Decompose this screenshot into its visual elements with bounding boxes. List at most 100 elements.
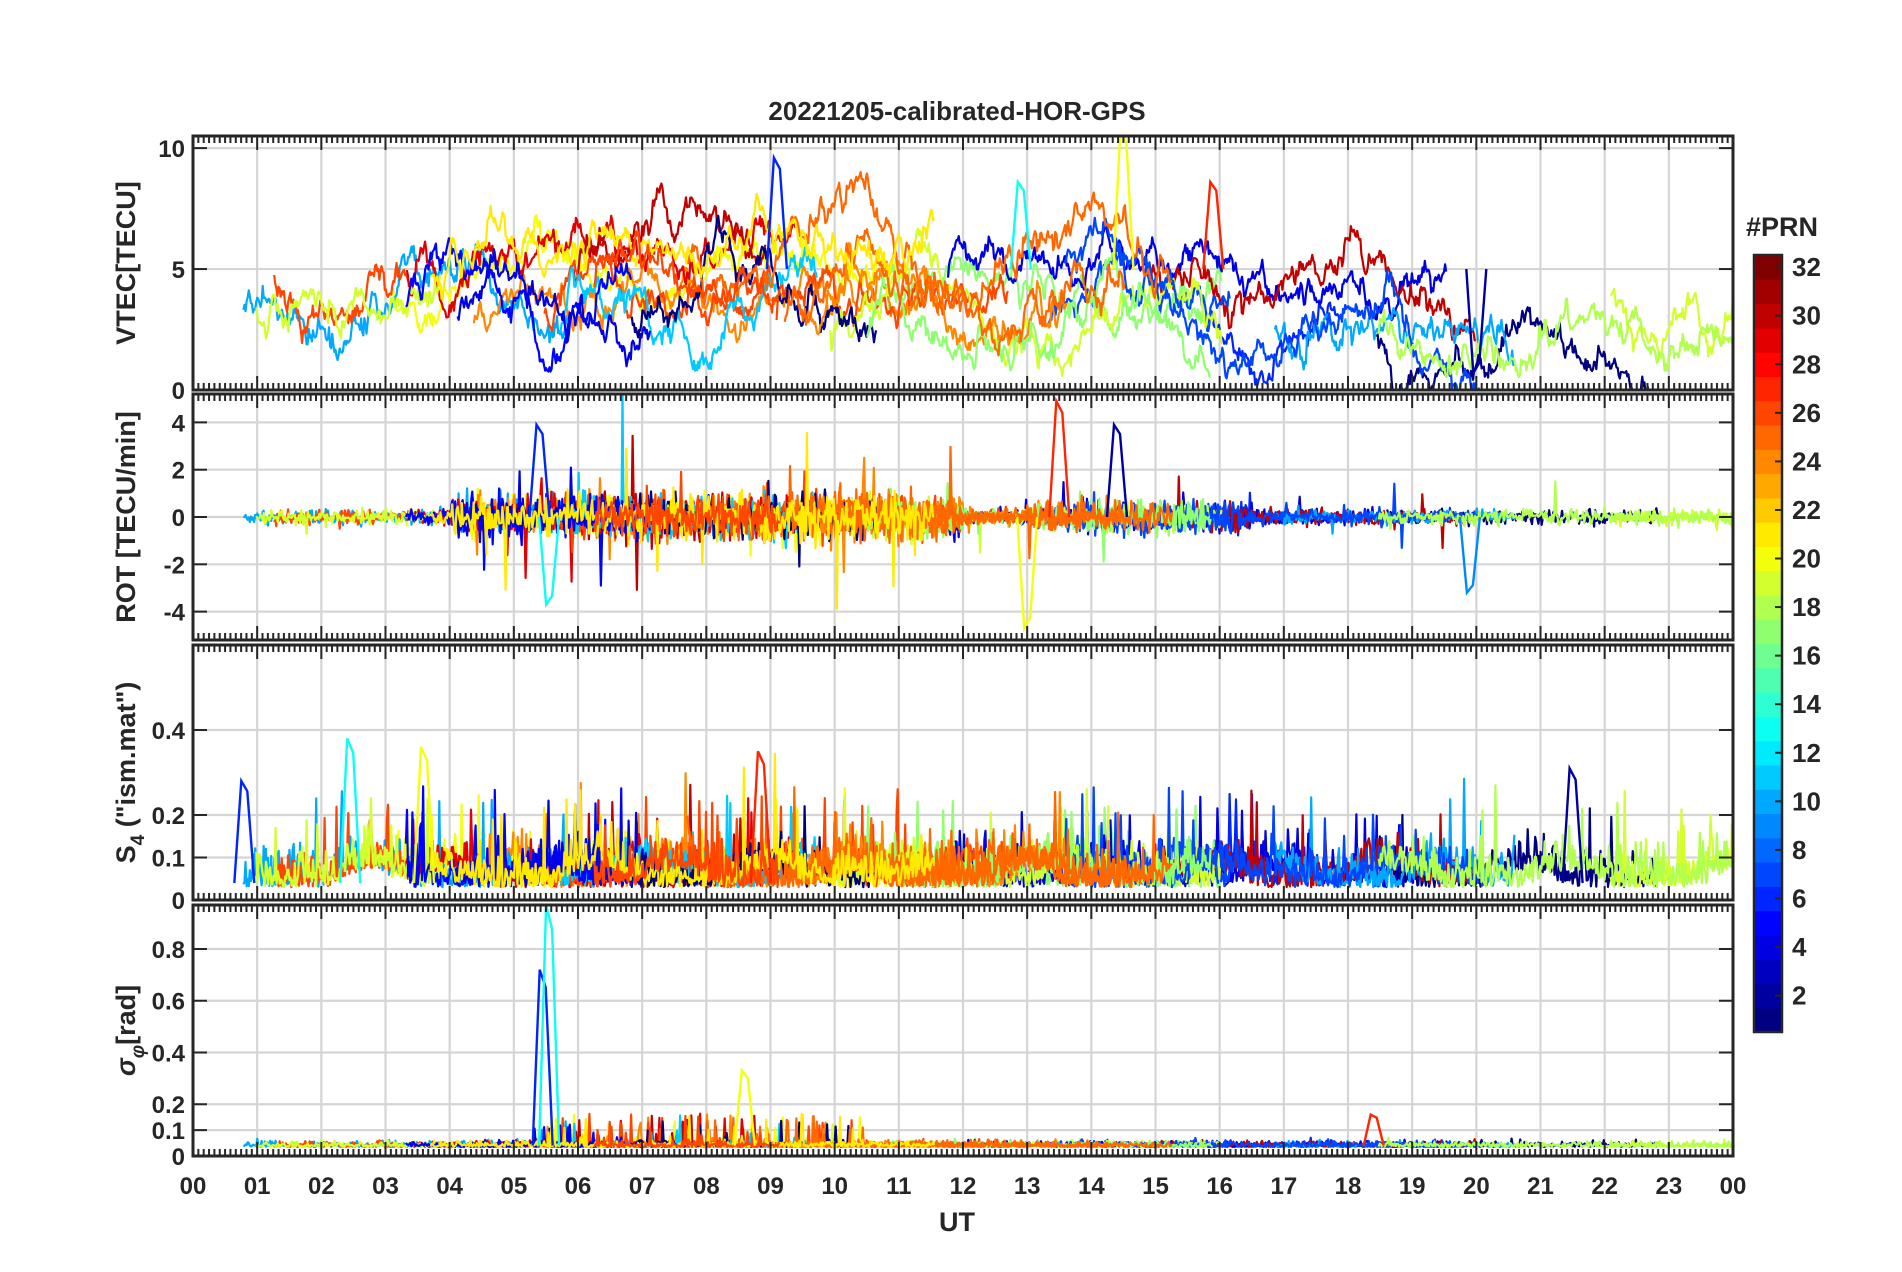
panel-rot: -4 -2 0 2 4 ROT [TECU/min] bbox=[111, 392, 1735, 642]
series-line-prn bbox=[593, 1114, 781, 1148]
x-tick-label: 04 bbox=[436, 1173, 463, 1200]
x-tick-label: 15 bbox=[1142, 1173, 1169, 1200]
colorbar-tick-label: 18 bbox=[1792, 592, 1821, 622]
x-tick-label: 22 bbox=[1591, 1173, 1618, 1200]
x-tick-label: 05 bbox=[500, 1173, 527, 1200]
y-tick-label: 4 bbox=[172, 410, 186, 437]
colorbar-tick-label: 16 bbox=[1792, 641, 1821, 671]
series-line-prn bbox=[242, 243, 570, 361]
y-tick-label: 0.2 bbox=[152, 1092, 185, 1119]
series-line-prn bbox=[559, 246, 818, 372]
x-tick-label: 00 bbox=[1720, 1173, 1747, 1200]
y-tick-label: 0 bbox=[172, 1144, 185, 1171]
feature-spike bbox=[1202, 178, 1225, 270]
x-tick-label: 07 bbox=[629, 1173, 656, 1200]
series-line-prn bbox=[1205, 299, 1341, 387]
x-tick-label: 13 bbox=[1014, 1173, 1041, 1200]
y-label-subscript: 4 bbox=[128, 834, 149, 845]
colorbar-tick-label: 12 bbox=[1792, 738, 1821, 768]
series-line-prn bbox=[593, 230, 781, 314]
series-line-prn bbox=[630, 214, 878, 344]
x-tick-labels: 00 01 02 03 04 05 06 07 08 09 10 11 12 13 14 15 16 17 18 19… bbox=[180, 1173, 1747, 1200]
colorbar-swatch bbox=[1754, 473, 1782, 499]
colorbar-swatch bbox=[1754, 764, 1782, 790]
colorbar-tick-label: 20 bbox=[1792, 544, 1821, 574]
y-tick-label: 0.8 bbox=[152, 937, 185, 964]
series-line-prn bbox=[1375, 306, 1652, 390]
series-line-prn bbox=[472, 257, 941, 344]
x-tick-label: 00 bbox=[180, 1173, 207, 1200]
feature-spike bbox=[1105, 421, 1129, 518]
y-tick-label: 0.6 bbox=[152, 989, 185, 1016]
x-tick-label: 06 bbox=[565, 1173, 592, 1200]
series-line-prn bbox=[273, 261, 410, 345]
x-tick-label: 10 bbox=[821, 1173, 848, 1200]
feature-spike bbox=[749, 750, 773, 884]
series-line-prn bbox=[1377, 784, 1733, 889]
y-label-rest: [rad] bbox=[111, 985, 141, 1045]
y-tick-label: 0.4 bbox=[152, 718, 186, 745]
panel-vtec: 0 5 10 VTEC[TECU] bbox=[111, 134, 1735, 405]
x-tick-label: 14 bbox=[1078, 1173, 1105, 1200]
panel-s4: 00.10.20.4S4 ("ism.mat") bbox=[111, 643, 1735, 915]
feature-spike bbox=[412, 746, 436, 884]
y-tick-label: 0 bbox=[172, 505, 185, 532]
colorbar-swatch bbox=[1754, 667, 1782, 693]
y-tick-label: 0.4 bbox=[152, 1040, 186, 1067]
y-label-subscript: φ bbox=[128, 1045, 149, 1058]
x-tick-label: 23 bbox=[1655, 1173, 1682, 1200]
feature-spike bbox=[233, 777, 256, 884]
colorbar-swatch bbox=[1754, 959, 1782, 985]
x-tick-label: 16 bbox=[1206, 1173, 1233, 1200]
x-tick-label: 18 bbox=[1335, 1173, 1362, 1200]
data-series-group bbox=[242, 905, 1733, 1148]
x-tick-label: 21 bbox=[1527, 1173, 1554, 1200]
colorbar-tick-label: 30 bbox=[1792, 301, 1821, 331]
y-tick-label: -2 bbox=[164, 552, 185, 579]
y-axis-label: ROT [TECU/min] bbox=[111, 411, 141, 622]
series-line-prn bbox=[1047, 243, 1481, 390]
feature-spike bbox=[1362, 1112, 1385, 1146]
y-tick-label: 5 bbox=[172, 257, 185, 284]
feature-spike bbox=[1561, 763, 1584, 884]
data-series-group bbox=[242, 394, 1733, 633]
x-tick-label: 08 bbox=[693, 1173, 720, 1200]
data-series-group bbox=[242, 136, 1733, 390]
series-line-prn bbox=[429, 752, 936, 889]
feature-spike bbox=[531, 969, 554, 1146]
colorbar-tick-label: 28 bbox=[1792, 349, 1821, 379]
colorbar-tick-label: 2 bbox=[1792, 981, 1806, 1011]
colorbar-swatch bbox=[1754, 862, 1782, 887]
y-tick-label: 10 bbox=[158, 136, 185, 163]
x-tick-label: 03 bbox=[372, 1173, 399, 1200]
y-tick-label: 2 bbox=[172, 458, 185, 485]
feature-spike bbox=[1016, 516, 1039, 633]
y-tick-label: 0 bbox=[172, 378, 185, 405]
series-line-prn bbox=[1150, 225, 1477, 342]
x-tick-label: 02 bbox=[308, 1173, 335, 1200]
series-line-prn bbox=[806, 241, 1068, 352]
colorbar-swatch bbox=[1754, 910, 1782, 936]
colorbar-swatch bbox=[1754, 716, 1782, 742]
colorbar-tick-label: 22 bbox=[1792, 495, 1821, 525]
colorbar-label: #PRN bbox=[1746, 212, 1818, 242]
panel-sigma_phi: 00.10.20.40.60.8σφ[rad] bbox=[111, 903, 1735, 1171]
colorbar-tick-label: 8 bbox=[1792, 835, 1806, 865]
series-line-prn bbox=[593, 470, 781, 543]
series-line-prn bbox=[783, 228, 1126, 357]
colorbar-frame bbox=[1752, 253, 1784, 1034]
x-tick-label: 12 bbox=[950, 1173, 977, 1200]
colorbar-swatch bbox=[1754, 522, 1782, 547]
colorbar-swatch bbox=[1754, 424, 1782, 450]
x-tick-label: 20 bbox=[1463, 1173, 1490, 1200]
feature-spike bbox=[339, 738, 362, 884]
colorbar-tick-label: 26 bbox=[1792, 398, 1821, 428]
feature-spike bbox=[1048, 396, 1071, 518]
y-axis-label: S4 ("ism.mat") bbox=[111, 682, 149, 864]
feature-spike bbox=[1009, 178, 1032, 270]
series-line-prn bbox=[686, 170, 1173, 318]
y-tick-label: 0.1 bbox=[152, 846, 185, 873]
series-line-prn bbox=[1377, 297, 1733, 379]
